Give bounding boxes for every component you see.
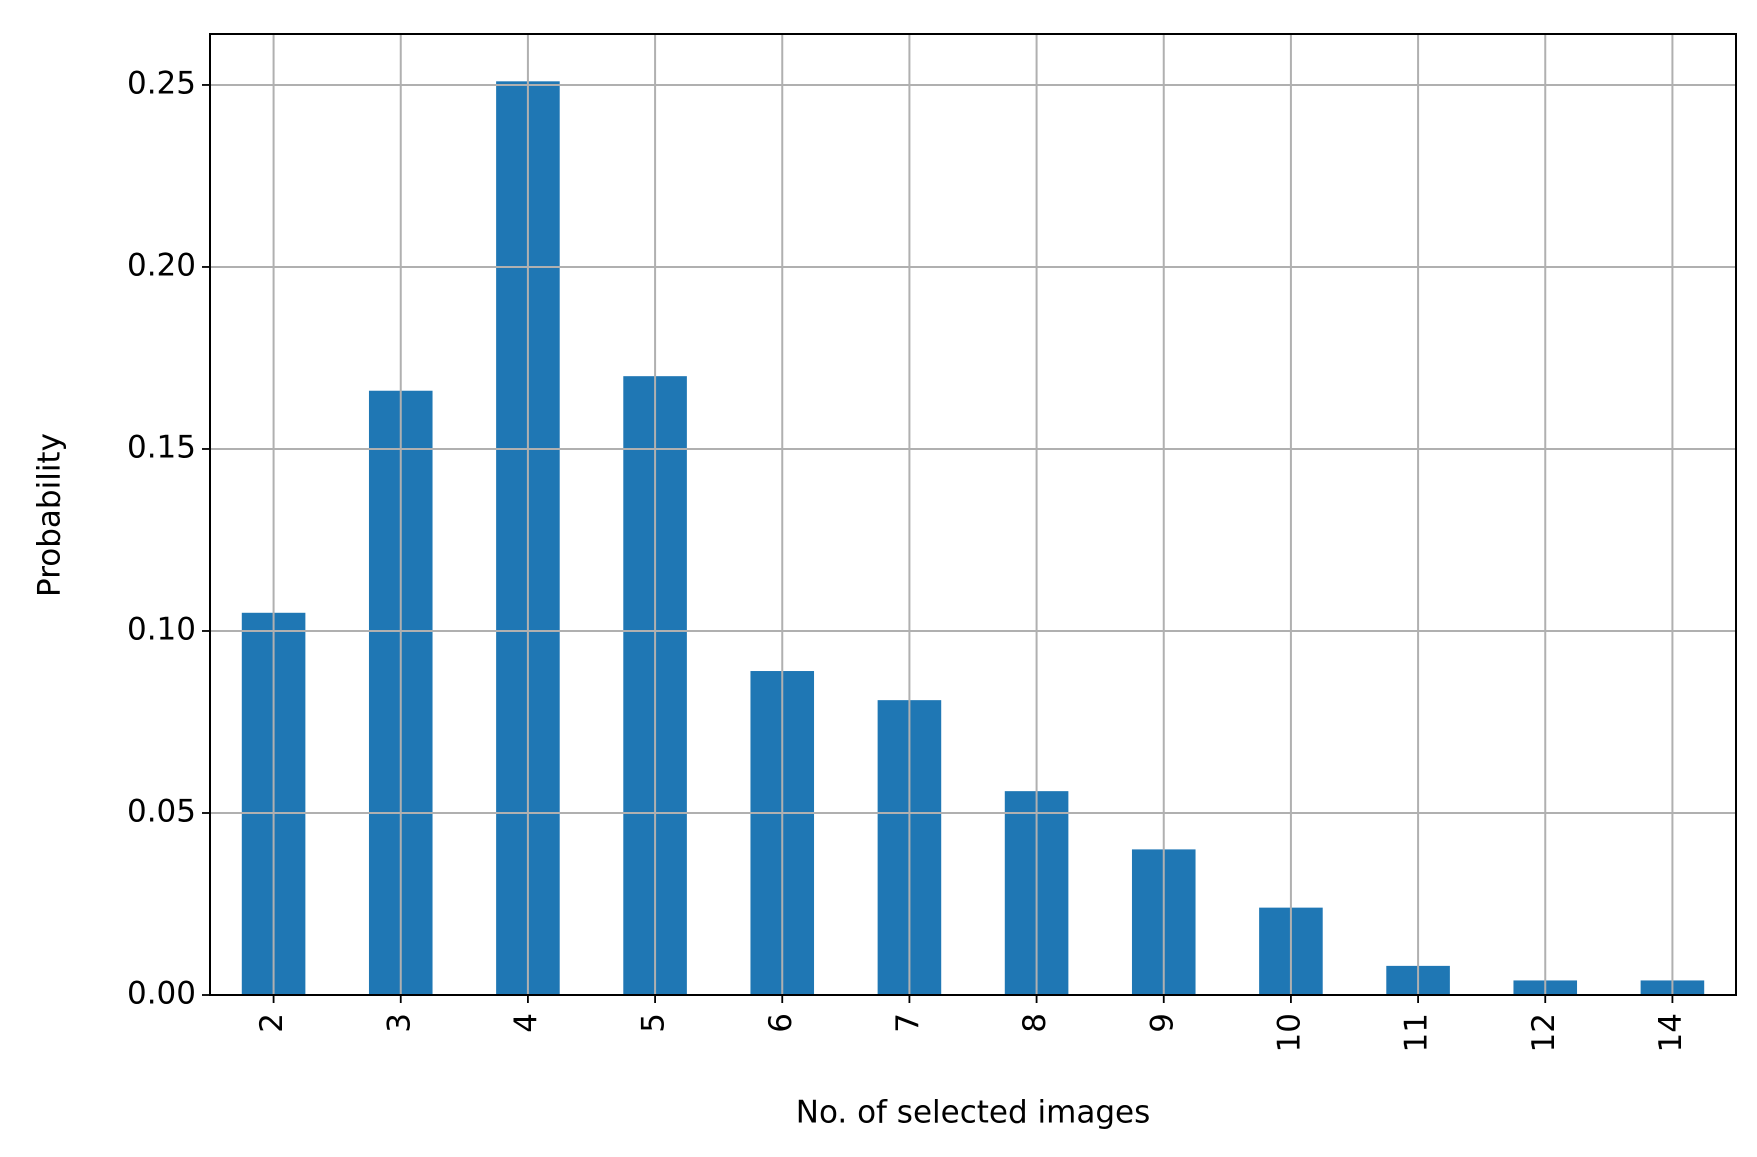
x-tick-label: 2 [254,1013,290,1033]
x-tick-label: 3 [381,1013,417,1033]
y-tick-label: 0.15 [127,429,196,465]
x-tick-label: 7 [890,1013,926,1033]
x-axis-label: No. of selected images [796,1095,1150,1131]
x-tick-label: 6 [763,1013,799,1033]
y-tick-label: 0.00 [127,976,196,1012]
y-tick-label: 0.25 [127,65,196,101]
x-tick-label: 10 [1271,1013,1307,1052]
y-tick-label: 0.10 [127,611,196,647]
y-tick-label: 0.20 [127,247,196,283]
y-tick-label: 0.05 [127,793,196,829]
plot-frame [209,33,1737,996]
x-tick-label: 11 [1399,1013,1435,1052]
y-axis-label: Probability [32,433,68,597]
x-tick-label: 8 [1017,1013,1053,1033]
x-tick-label: 9 [1144,1013,1180,1033]
x-tick-label: 5 [636,1013,672,1033]
x-tick-label: 4 [508,1013,544,1033]
x-tick-label: 12 [1526,1013,1562,1052]
x-tick-label: 14 [1653,1013,1689,1052]
